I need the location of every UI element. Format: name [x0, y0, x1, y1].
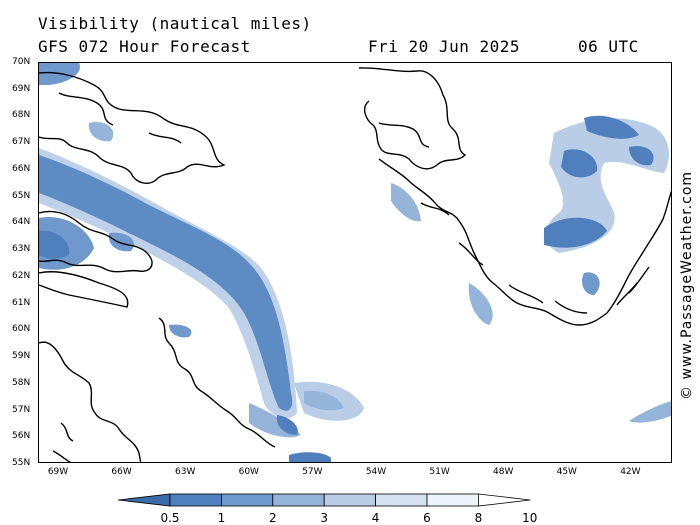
map-title: Visibility (nautical miles) — [38, 14, 312, 33]
legend-box — [323, 493, 376, 507]
legend-box — [221, 493, 274, 507]
legend-box — [426, 493, 479, 507]
lon-label: 54W — [365, 467, 387, 477]
legend-label: 8 — [474, 511, 483, 525]
lon-label: 66W — [111, 467, 132, 477]
lat-label: 63N — [12, 244, 31, 255]
visibility-map — [38, 62, 672, 463]
lon-label: 63W — [175, 467, 196, 477]
lon-label: 45W — [556, 467, 577, 477]
legend-label: 10 — [522, 511, 538, 525]
map-canvas — [39, 63, 671, 462]
forecast-time: 06 UTC — [578, 37, 639, 56]
visibility-legend — [118, 493, 531, 507]
legend-label: 0.5 — [160, 511, 180, 525]
legend-label: 3 — [320, 511, 328, 525]
lon-label: 60W — [238, 467, 259, 477]
visibility-shading — [39, 63, 671, 462]
lon-label: 48W — [493, 467, 514, 477]
legend-label: 2 — [268, 511, 277, 525]
lat-label: 58N — [12, 377, 31, 388]
lat-label: 61N — [12, 297, 31, 308]
lat-label: 60N — [12, 324, 31, 335]
legend-arrow-high — [477, 493, 531, 507]
legend-box — [169, 493, 222, 507]
lon-label: 69W — [47, 467, 69, 477]
lat-label: 65N — [12, 190, 31, 201]
lat-label: 66N — [12, 163, 31, 174]
lat-label: 57N — [12, 404, 31, 415]
lat-label: 68N — [12, 110, 31, 121]
legend-label: 1 — [217, 511, 226, 525]
lon-label: 57W — [302, 467, 323, 477]
lat-label: 59N — [12, 351, 31, 362]
forecast-date: Fri 20 Jun 2025 — [368, 37, 520, 56]
lat-label: 56N — [12, 431, 31, 442]
credit-text: © www.PassageWeather.com — [679, 170, 695, 400]
legend-box — [272, 493, 325, 507]
lon-label: 42W — [620, 467, 641, 477]
legend-box — [375, 493, 428, 507]
lat-label: 67N — [12, 137, 31, 148]
coastlines — [39, 67, 671, 462]
legend-label: 4 — [371, 511, 380, 525]
forecast-model: GFS 072 Hour Forecast — [38, 37, 251, 56]
legend-label: 6 — [423, 511, 431, 525]
lat-label: 55N — [12, 458, 31, 468]
lat-label: 62N — [12, 270, 31, 281]
lon-label: 51W — [429, 467, 450, 477]
lat-label: 69N — [12, 83, 31, 94]
lat-label: 70N — [12, 57, 31, 67]
lat-label: 64N — [12, 217, 31, 228]
legend-arrow-low — [118, 493, 171, 507]
